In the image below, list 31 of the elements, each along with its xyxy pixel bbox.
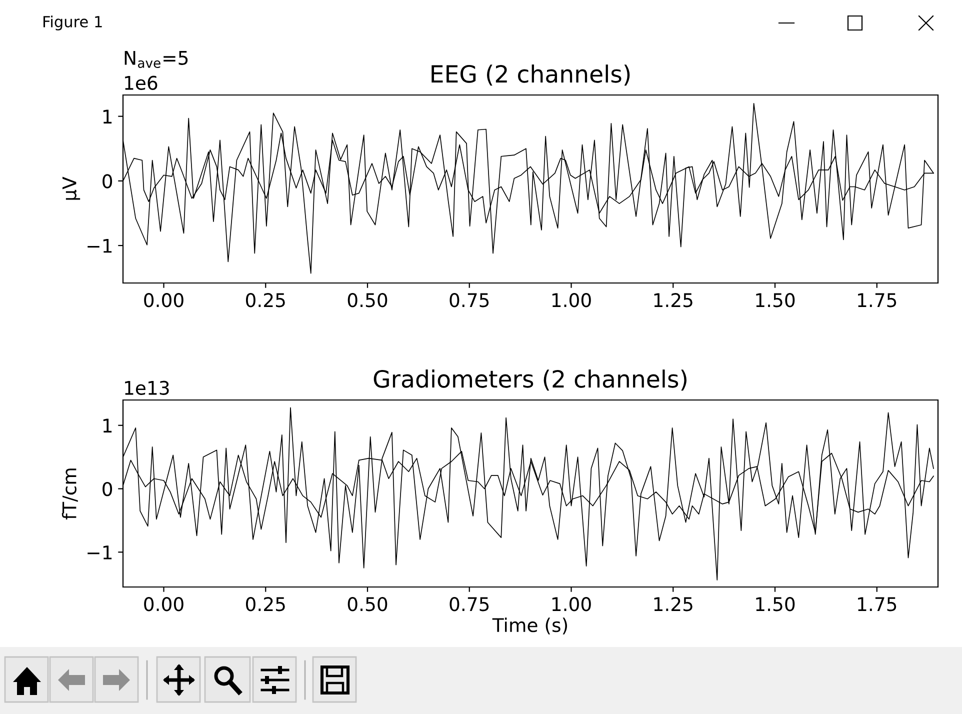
y-tick-label: −1 (88, 546, 112, 560)
x-tick-label: 0.00 (144, 293, 184, 308)
text: 1e13 (125, 380, 169, 395)
x-tick-label: 1.25 (654, 293, 692, 308)
x-tick-label: 1.50 (756, 293, 795, 308)
y-tick-label: 1 (103, 418, 112, 432)
text: N$_{ave}$=5 (124, 51, 188, 68)
y-tick-label: −1 (88, 238, 112, 253)
x-tick-label: 0.50 (348, 597, 388, 612)
x-tick-label: 1.25 (654, 597, 692, 612)
x-axis-title: Time (s) (492, 618, 568, 634)
chart-title: EEG (2 channels) (432, 64, 630, 86)
x-tick-label: 1.50 (756, 597, 795, 612)
text: 1e6 (125, 76, 158, 90)
x-tick-label: 0.75 (450, 597, 489, 612)
y-tick-label: 1 (103, 110, 112, 124)
y-tick-label: 0 (102, 482, 112, 496)
x-tick-label: 1.00 (552, 293, 591, 308)
x-tick-label: 1.75 (858, 597, 896, 612)
y-tick-label: 0 (102, 174, 112, 188)
x-tick-label: 0.00 (144, 597, 184, 612)
x-tick-label: 0.25 (246, 293, 285, 308)
caption: Figure 1 (44, 16, 102, 30)
chart-title: Gradiometers (2 channels) (374, 370, 686, 391)
x-tick-label: 0.50 (348, 293, 388, 308)
x-tick-label: 1.75 (858, 293, 896, 308)
x-tick-label: 0.25 (246, 597, 285, 612)
x-tick-label: 1.00 (552, 597, 591, 612)
y-axis-title: µV (62, 176, 80, 200)
x-tick-label: 0.75 (450, 293, 489, 308)
y-axis-title: fT/cm (62, 468, 78, 520)
